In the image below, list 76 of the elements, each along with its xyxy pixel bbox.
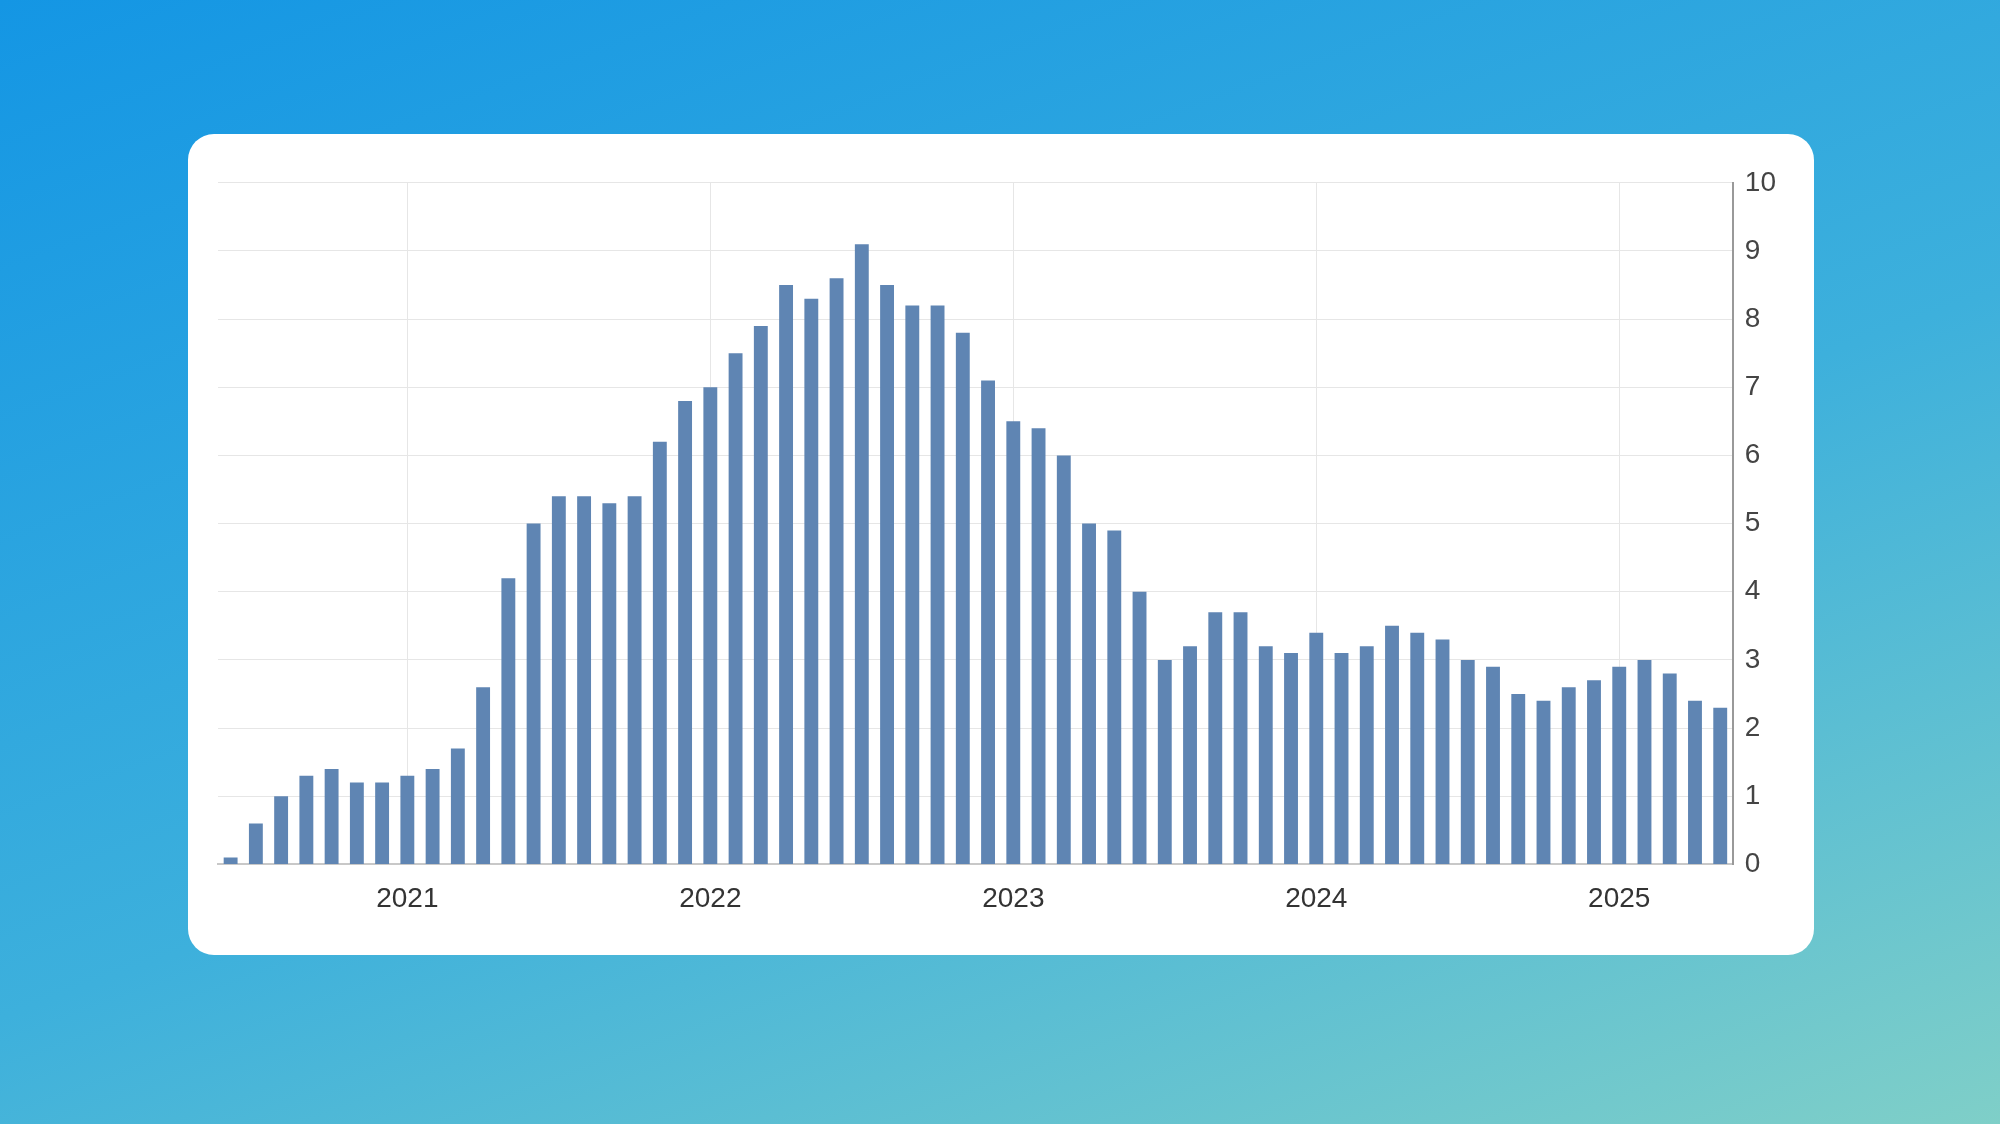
bar [880,285,894,864]
y-tick-label: 6 [1744,438,1761,470]
bar [678,400,693,864]
bar [248,823,263,864]
bar [1031,428,1046,864]
bar [602,503,617,864]
bar [1056,455,1071,864]
bar [1284,653,1298,864]
bar [1612,666,1627,864]
y-tick-label: 8 [1744,301,1761,333]
bar [1587,680,1601,864]
bar [1006,421,1021,864]
bar [829,278,844,864]
bar [1107,530,1122,864]
x-tick-label: 2023 [982,881,1045,913]
bar [627,496,642,864]
bar [1561,687,1576,864]
bar [1208,612,1223,864]
bar [349,782,364,864]
bar [1183,646,1197,864]
bar [1309,632,1324,864]
bar [526,523,541,864]
bar [551,496,566,864]
bar [1157,659,1172,864]
bar [324,768,339,864]
y-tick-label: 4 [1744,574,1761,606]
bar [400,775,415,864]
y-tick-label: 5 [1744,506,1761,538]
bar [1359,646,1374,864]
bar [981,380,995,864]
bar [1334,653,1349,864]
bar [501,578,516,864]
y-tick-label: 3 [1744,642,1761,674]
x-tick-label: 2022 [679,881,742,913]
bar [450,748,465,864]
bar [1688,700,1702,864]
y-tick-label: 1 [1744,778,1761,810]
bar [1713,707,1728,864]
bar [1460,659,1475,864]
bar [1258,646,1273,864]
bar [425,768,440,864]
y-tick-label: 2 [1744,710,1761,742]
bar [1082,523,1096,864]
x-tick-label: 2021 [376,881,439,913]
x-tick-label: 2025 [1588,881,1651,913]
bar [1637,659,1652,864]
bar [779,285,794,864]
bar [930,305,945,864]
y-tick-label: 9 [1744,233,1761,265]
bar [854,244,869,864]
bar [955,332,970,864]
bar [728,353,743,864]
y-tick-label: 10 [1744,165,1777,197]
bar [703,387,718,864]
bar [577,496,592,864]
bar [476,687,491,864]
y-tick-label: 7 [1744,370,1761,401]
bar [274,796,289,864]
bar [1536,700,1551,864]
bar [652,441,667,864]
bar [1385,625,1399,864]
bar [1511,694,1526,864]
bar [753,325,768,864]
bar [905,305,920,864]
bar [1233,612,1248,864]
bar [375,782,390,864]
bar [1132,591,1147,864]
bar [1435,639,1450,864]
bar [1662,673,1677,864]
bar [1410,632,1425,864]
y-tick-label: 0 [1744,847,1761,879]
x-tick-label: 2024 [1285,881,1348,913]
bar [1486,666,1500,864]
bar [804,298,819,864]
bar [223,857,238,864]
bar [299,775,314,864]
